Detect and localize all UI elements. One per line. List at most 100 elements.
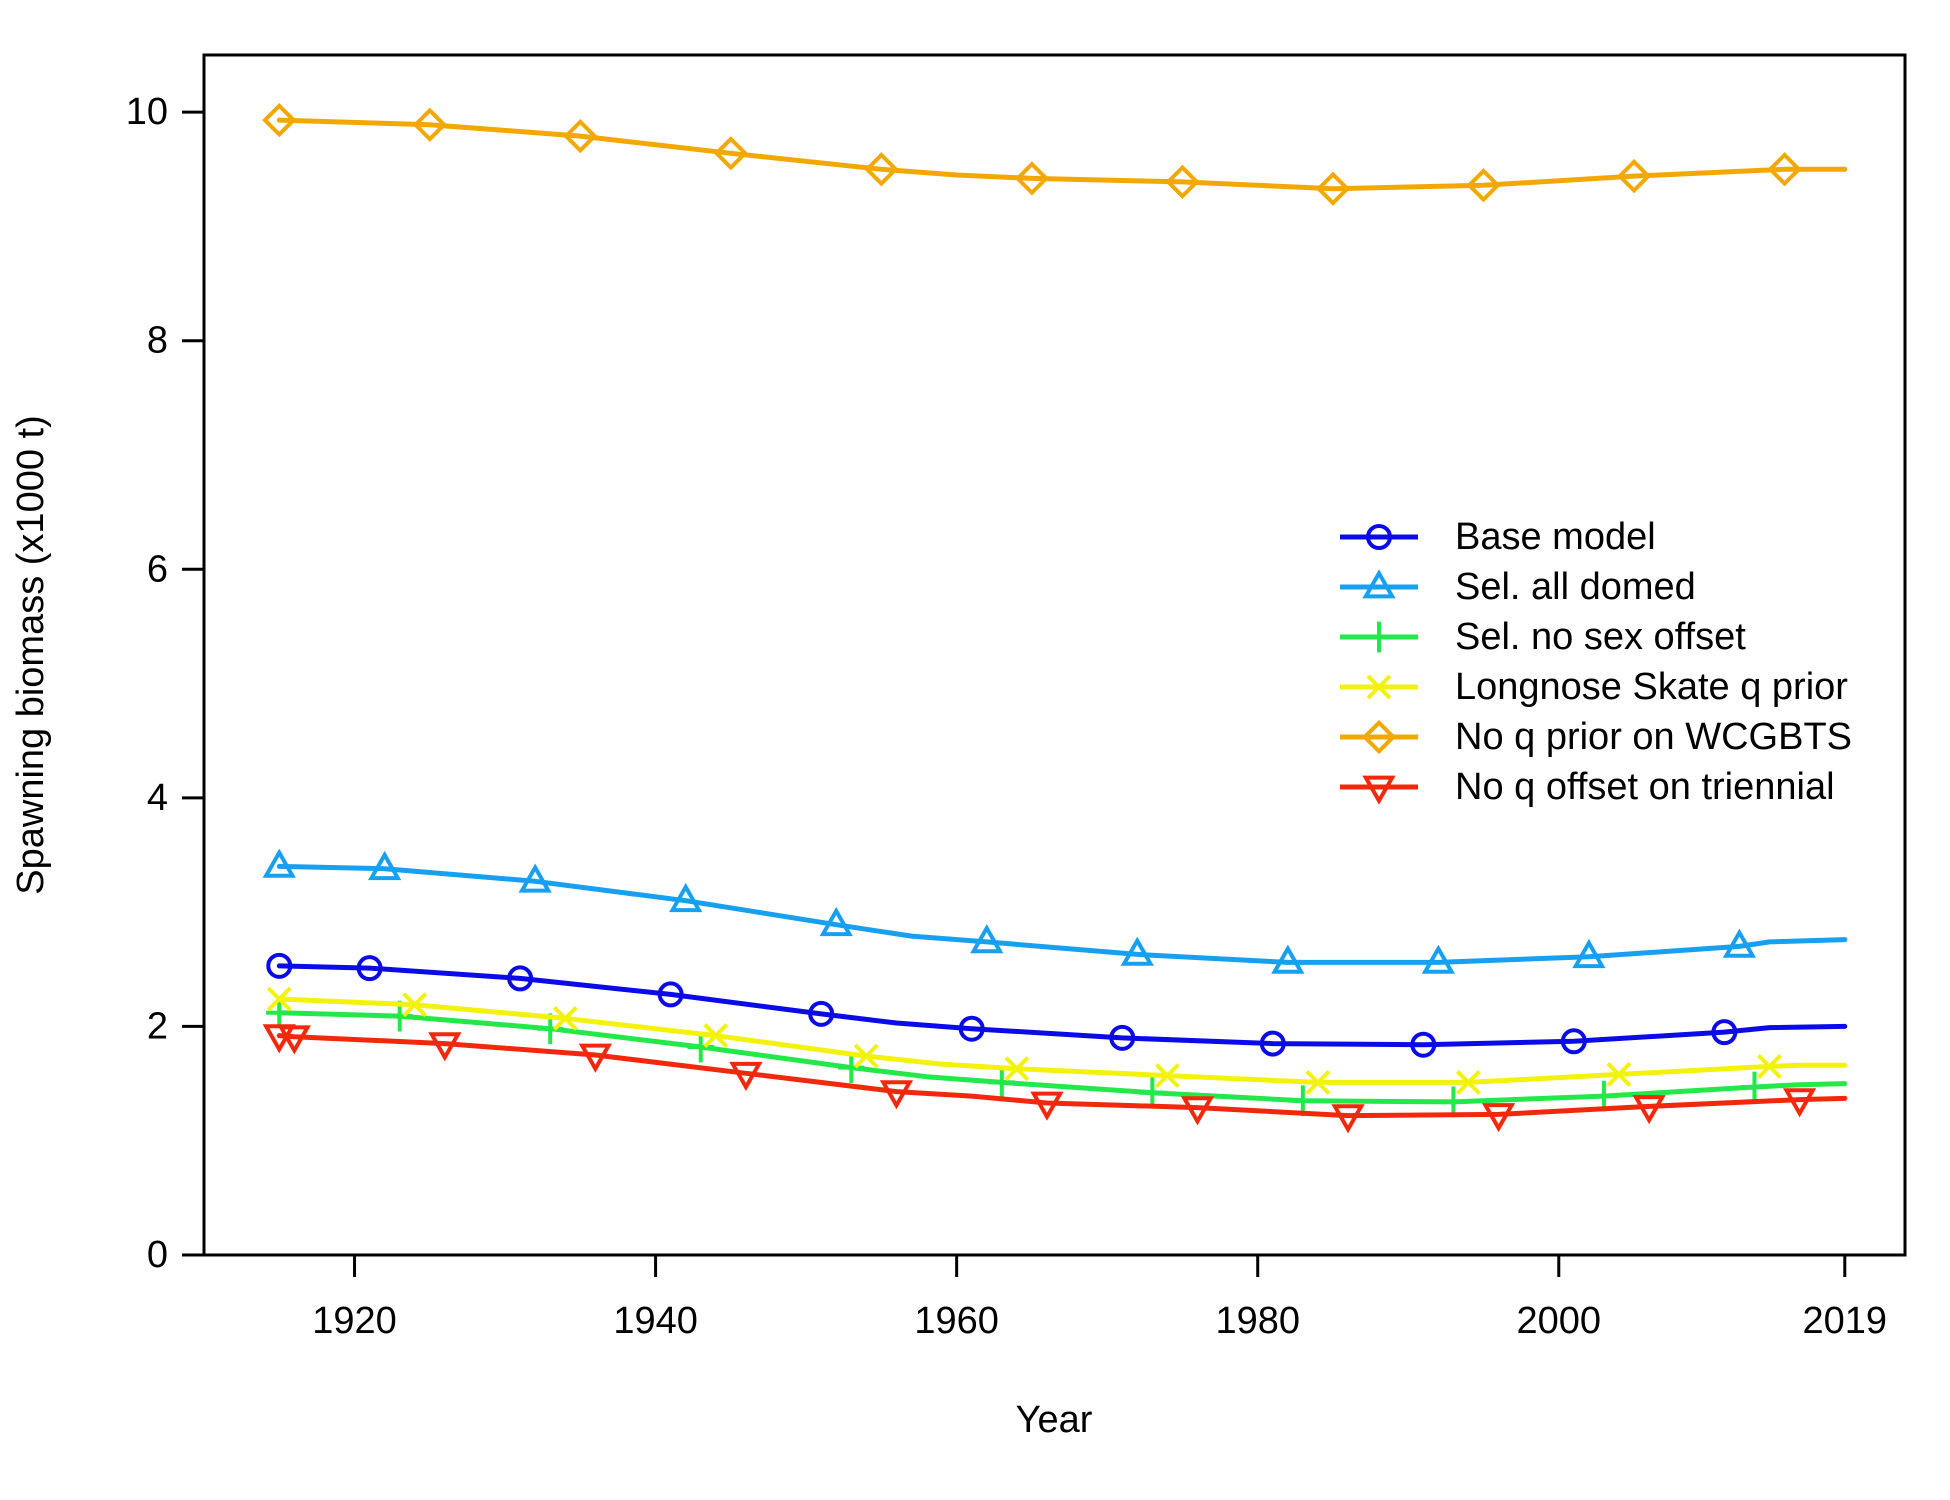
y-tick-label: 8: [147, 320, 168, 362]
series-line: [276, 863, 1848, 965]
legend-marker: [1366, 674, 1392, 700]
data-point: [367, 850, 402, 881]
series-5: [262, 1024, 1848, 1134]
data-point: [266, 986, 292, 1012]
legend-marker: [1366, 524, 1392, 550]
data-point: [1315, 171, 1351, 206]
data-point: [687, 1031, 714, 1063]
y-tick-label: 2: [147, 1005, 168, 1047]
y-tick-label: 0: [147, 1234, 168, 1276]
data-point: [428, 1032, 462, 1062]
data-point: [412, 107, 447, 142]
series-2: [266, 997, 1848, 1118]
data-point: [1030, 1091, 1064, 1121]
data-point: [1606, 1062, 1632, 1087]
data-point: [563, 119, 598, 154]
x-tick-label: 2000: [1517, 1300, 1602, 1342]
data-point: [518, 863, 552, 893]
y-tick-label: 10: [126, 91, 168, 133]
data-point: [1139, 1077, 1166, 1109]
legend-marker: [1362, 775, 1396, 805]
data-point: [1782, 1088, 1817, 1118]
legend-marker: [1365, 621, 1393, 653]
data-point: [1109, 1024, 1136, 1051]
x-tick-label: 1960: [914, 1300, 999, 1342]
data-point: [1572, 938, 1606, 969]
x-axis: 1920 1940 1960 1980 2000 2019: [312, 1255, 1887, 1342]
data-point: [838, 1052, 865, 1083]
data-point: [1711, 1019, 1738, 1046]
data-point: [669, 882, 703, 913]
data-point: [1456, 1070, 1481, 1095]
legend-label: Sel. all domed: [1455, 566, 1696, 608]
legend-label: No q prior on WCGBTS: [1455, 716, 1852, 758]
data-point: [402, 992, 428, 1018]
legend-item: Sel. all domed: [1340, 566, 1696, 608]
legend-item: No q offset on triennial: [1340, 766, 1835, 808]
data-point: [1632, 1095, 1666, 1125]
data-point: [356, 955, 383, 982]
data-point: [552, 1006, 578, 1031]
x-tick-label: 1980: [1215, 1300, 1300, 1342]
data-point: [507, 965, 534, 992]
data-point: [1421, 944, 1456, 974]
data-point: [1271, 944, 1305, 974]
data-point: [1331, 1104, 1365, 1134]
data-point: [578, 1043, 613, 1073]
legend-label: Longnose Skate q prior: [1455, 666, 1848, 708]
data-point: [1466, 168, 1501, 203]
data-point: [1560, 1028, 1587, 1055]
data-point: [1259, 1030, 1286, 1057]
data-point: [1305, 1070, 1331, 1095]
data-point: [1722, 928, 1757, 958]
x-tick-label: 1940: [613, 1300, 698, 1342]
legend-label: No q offset on triennial: [1455, 766, 1835, 808]
x-axis-title: Year: [1016, 1399, 1093, 1441]
data-point: [1741, 1071, 1768, 1103]
data-point: [988, 1067, 1016, 1098]
data-point: [1616, 159, 1652, 194]
data-point: [266, 952, 293, 979]
data-point: [1154, 1063, 1180, 1088]
data-point: [657, 981, 684, 1008]
data-point: [1165, 164, 1200, 199]
series-line: [276, 1010, 1848, 1105]
legend: Base model Sel. all domed Sel. no sex offs…: [1340, 516, 1852, 808]
data-point: [262, 103, 297, 138]
y-tick-label: 4: [147, 777, 168, 819]
legend-label: Sel. no sex offset: [1455, 616, 1746, 658]
y-axis: 0 2 4 6 8 10: [126, 91, 204, 1276]
y-axis-title: Spawning biomass (x1000 t): [10, 415, 52, 894]
data-point: [808, 1000, 835, 1027]
plot-frame: [202, 53, 1907, 1257]
data-point: [277, 1025, 311, 1055]
data-point: [262, 848, 296, 878]
data-point: [1410, 1031, 1437, 1058]
data-point: [1004, 1056, 1030, 1082]
x-tick-label: 1920: [312, 1300, 397, 1342]
data-point: [1120, 936, 1154, 966]
series-line: [276, 117, 1848, 192]
data-point: [853, 1043, 879, 1069]
legend-marker: [1362, 569, 1396, 599]
legend-marker: [1361, 719, 1397, 755]
legend-label: Base model: [1455, 516, 1656, 558]
series-line: [276, 963, 1848, 1048]
data-point: [958, 1015, 985, 1042]
data-point: [1014, 161, 1050, 196]
data-point: [1481, 1103, 1516, 1133]
data-point: [729, 1061, 763, 1092]
data-point: [266, 997, 293, 1029]
data-point: [1757, 1054, 1782, 1079]
series-3: [266, 986, 1848, 1095]
data-point: [713, 136, 748, 171]
legend-item: Base model: [1340, 516, 1656, 558]
series-line: [276, 996, 1848, 1085]
legend-item: Longnose Skate q prior: [1340, 666, 1848, 708]
y-tick-label: 6: [147, 548, 168, 590]
data-point: [864, 152, 899, 187]
data-point: [1180, 1096, 1215, 1126]
data-point: [1440, 1086, 1467, 1118]
series-line: [276, 1033, 1848, 1119]
